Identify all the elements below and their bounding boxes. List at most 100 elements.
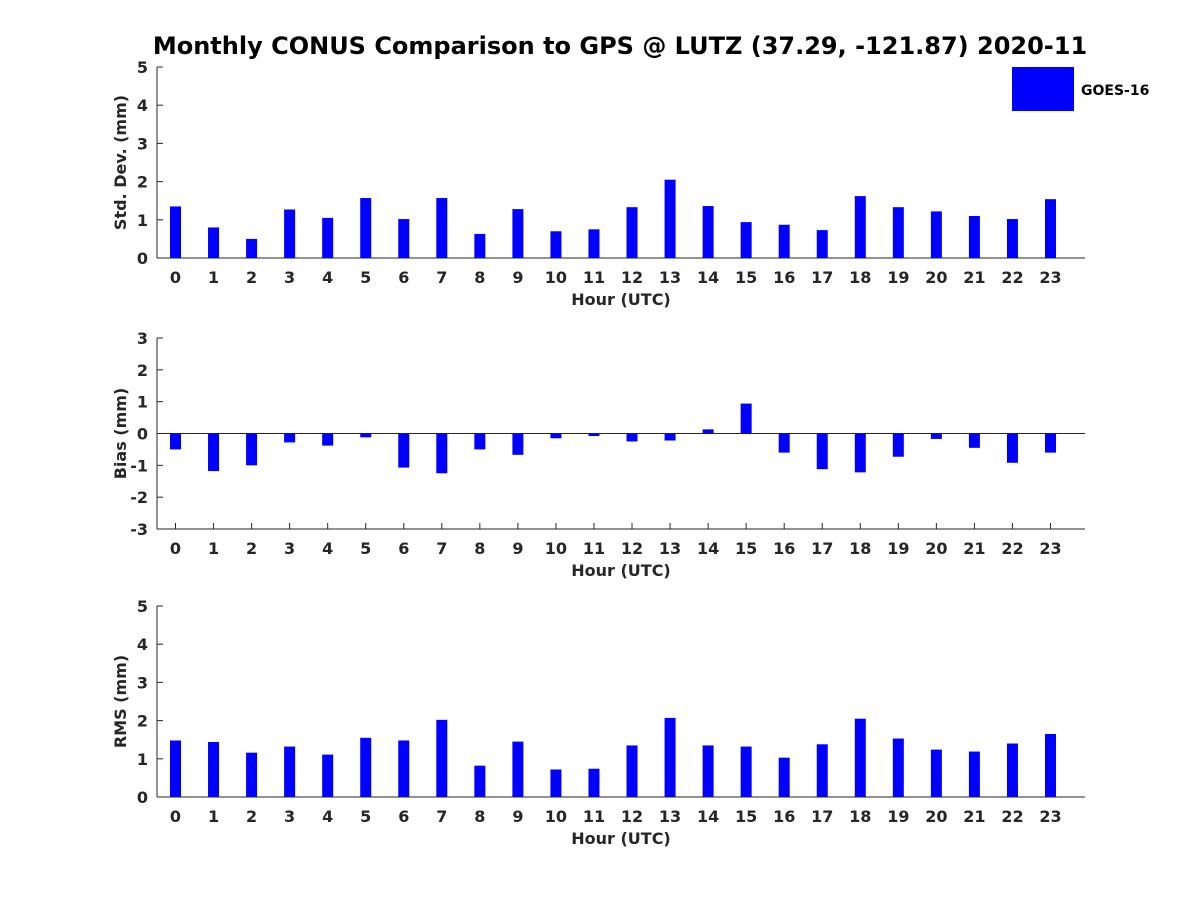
x-tick-label: 22: [1001, 539, 1023, 558]
bar-hour-20: [930, 211, 942, 258]
bar-hour-18: [854, 718, 866, 797]
bar-hour-11: [588, 433, 600, 437]
x-tick-label: 2: [246, 539, 257, 558]
bar-hour-17: [816, 230, 828, 258]
bar-hour-12: [626, 745, 638, 797]
bar-hour-12: [626, 207, 638, 258]
legend-swatch: [1012, 67, 1074, 111]
x-tick-label: 1: [208, 268, 219, 287]
y-tick-label: 1: [137, 393, 148, 412]
bar-hour-17: [816, 433, 828, 470]
x-tick-label: 3: [284, 807, 295, 826]
bar-hour-14: [702, 745, 714, 797]
y-tick-label: 2: [137, 712, 148, 731]
y-tick-label: 4: [137, 635, 148, 654]
x-tick-label: 18: [849, 807, 871, 826]
bar-hour-3: [284, 433, 296, 443]
x-tick-label: 1: [208, 539, 219, 558]
x-tick-label: 23: [1039, 268, 1061, 287]
bar-hour-22: [1006, 219, 1018, 258]
legend: GOES-16: [1012, 67, 1149, 111]
bar-hour-16: [778, 433, 790, 453]
bar-hour-23: [1045, 433, 1056, 453]
x-tick-label: 16: [773, 807, 795, 826]
bar-hour-2: [246, 238, 258, 258]
x-tick-label: 8: [474, 539, 485, 558]
bar-hour-7: [436, 198, 448, 258]
bar-hour-17: [816, 744, 828, 797]
x-tick-label: 20: [925, 268, 947, 287]
x-tick-label: 6: [398, 807, 409, 826]
bar-hour-2: [246, 752, 258, 797]
y-tick-label: 5: [137, 58, 148, 77]
x-tick-label: 5: [360, 539, 371, 558]
x-tick-label: 11: [583, 268, 605, 287]
y-tick-label: -3: [130, 520, 148, 539]
y-tick-label: 3: [137, 673, 148, 692]
x-tick-label: 14: [697, 268, 719, 287]
bar-hour-7: [436, 433, 448, 474]
bar-hour-20: [930, 433, 942, 439]
y-axis-label: RMS (mm): [111, 655, 130, 748]
bar-hour-9: [512, 209, 524, 258]
bar-hour-9: [512, 433, 524, 455]
bar-hour-21: [968, 215, 980, 258]
y-tick-label: 1: [137, 750, 148, 769]
x-tick-label: 19: [887, 268, 909, 287]
bar-hour-16: [778, 224, 790, 258]
bar-hour-7: [436, 719, 448, 797]
y-tick-label: 3: [137, 134, 148, 153]
bar-hour-8: [474, 233, 486, 258]
x-tick-label: 17: [811, 268, 833, 287]
x-tick-label: 22: [1001, 807, 1023, 826]
x-tick-label: 4: [322, 539, 333, 558]
x-tick-label: 0: [170, 268, 181, 287]
x-tick-label: 5: [360, 807, 371, 826]
x-tick-label: 13: [659, 539, 681, 558]
bar-hour-11: [588, 768, 600, 797]
x-tick-label: 15: [735, 807, 757, 826]
x-tick-label: 13: [659, 807, 681, 826]
bar-hour-16: [778, 757, 790, 797]
bar-hour-5: [360, 198, 372, 258]
bar-hour-3: [284, 209, 296, 258]
x-tick-label: 0: [170, 539, 181, 558]
y-tick-label: -1: [130, 456, 148, 475]
bar-hour-5: [360, 737, 372, 797]
x-tick-label: 10: [545, 807, 567, 826]
bar-hour-13: [664, 433, 676, 441]
bar-hour-4: [322, 217, 334, 258]
bar-hour-10: [550, 769, 562, 797]
x-tick-label: 16: [773, 268, 795, 287]
x-tick-label: 3: [284, 268, 295, 287]
x-tick-label: 7: [436, 268, 447, 287]
x-tick-label: 10: [545, 268, 567, 287]
bar-hour-21: [968, 433, 980, 448]
y-axis-label: Std. Dev. (mm): [111, 95, 130, 230]
x-tick-label: 11: [583, 539, 605, 558]
x-tick-label: 15: [735, 268, 757, 287]
bar-hour-8: [474, 765, 486, 797]
x-tick-label: 0: [170, 807, 181, 826]
x-tick-label: 13: [659, 268, 681, 287]
bar-hour-22: [1006, 743, 1018, 797]
chart-title: Monthly CONUS Comparison to GPS @ LUTZ (…: [153, 32, 1087, 60]
bar-hour-23: [1045, 733, 1056, 797]
x-tick-label: 18: [849, 539, 871, 558]
y-tick-label: 1: [137, 211, 148, 230]
x-tick-label: 2: [246, 807, 257, 826]
bar-hour-21: [968, 751, 980, 797]
x-tick-label: 15: [735, 539, 757, 558]
x-tick-label: 9: [512, 807, 523, 826]
x-tick-label: 19: [887, 807, 909, 826]
bar-hour-13: [664, 179, 676, 258]
bar-hour-19: [892, 738, 904, 797]
x-tick-label: 5: [360, 268, 371, 287]
bar-hour-14: [702, 429, 714, 434]
bar-hour-23: [1045, 199, 1056, 258]
bar-hour-13: [664, 717, 676, 797]
bar-hour-20: [930, 749, 942, 797]
x-tick-label: 2: [246, 268, 257, 287]
x-tick-label: 8: [474, 807, 485, 826]
